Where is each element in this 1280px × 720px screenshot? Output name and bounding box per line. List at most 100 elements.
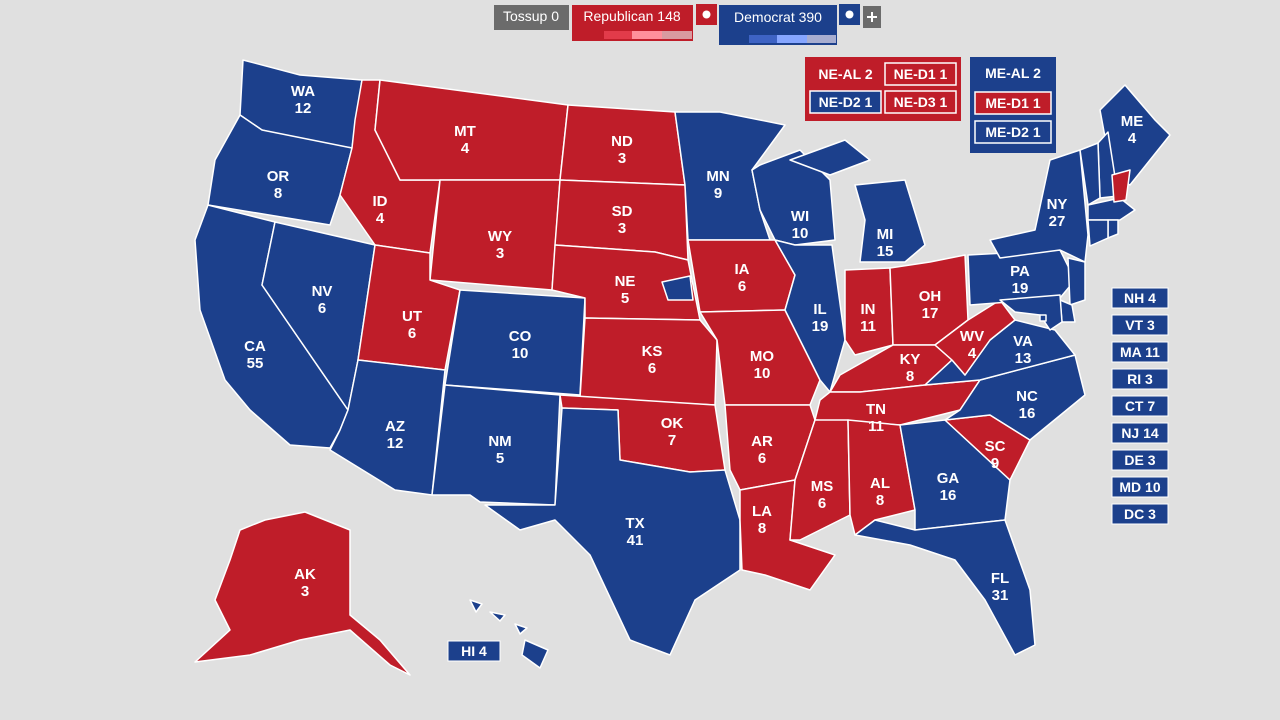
lean-bar xyxy=(604,31,632,39)
state-shape xyxy=(1087,219,1109,247)
district-shape xyxy=(661,275,694,301)
state-label: WA 12 xyxy=(291,83,315,117)
state-shape xyxy=(484,407,741,656)
state-label: WV 4 xyxy=(960,328,984,362)
state-label: AZ 12 xyxy=(385,418,405,452)
district-box[interactable] xyxy=(884,62,957,86)
state-shape xyxy=(514,623,528,635)
state-box[interactable] xyxy=(447,640,501,662)
state-box[interactable] xyxy=(1111,503,1169,525)
state-box-label: CT 7 xyxy=(1125,398,1156,414)
gear-icon xyxy=(845,10,854,19)
state-label: NM 5 xyxy=(488,433,511,467)
state-label: MT 4 xyxy=(454,123,476,157)
state-votes: 6 xyxy=(818,495,826,512)
state-label: MN 9 xyxy=(706,168,729,202)
state-abbr: CT xyxy=(1125,398,1144,414)
state-abbr: MA xyxy=(1120,344,1142,360)
state-votes: 4 xyxy=(968,345,977,362)
state-label: NC 16 xyxy=(1016,388,1038,422)
state-box[interactable] xyxy=(1111,476,1169,498)
district-votes: 1 xyxy=(865,94,873,110)
state-abbr: AK xyxy=(294,566,316,583)
state-label: CO 10 xyxy=(509,328,532,362)
state-shape xyxy=(489,611,506,622)
state-abbr: IL xyxy=(813,301,826,318)
district-box[interactable] xyxy=(974,120,1052,144)
state-label: OK 7 xyxy=(661,415,684,449)
state-abbr: NC xyxy=(1016,388,1038,405)
state-abbr: WI xyxy=(791,208,809,225)
state-abbr: RI xyxy=(1127,371,1141,387)
state-abbr: HI xyxy=(461,643,475,659)
state-votes: 9 xyxy=(714,185,722,202)
state-votes: 3 xyxy=(618,220,626,237)
lean-bar xyxy=(749,35,777,43)
state-votes: 41 xyxy=(627,532,644,549)
state-abbr: MT xyxy=(454,123,476,140)
state-abbr: IA xyxy=(735,261,750,278)
state-label: MO 10 xyxy=(750,348,774,382)
state-votes: 4 xyxy=(376,210,385,227)
state-box[interactable] xyxy=(1111,422,1169,444)
state-label: SC 9 xyxy=(985,438,1006,472)
state-shape xyxy=(194,511,411,676)
state-votes: 4 xyxy=(1148,290,1156,306)
district-box[interactable] xyxy=(975,62,1051,84)
state-shape xyxy=(789,419,851,541)
state-votes: 5 xyxy=(621,290,629,307)
district-votes: 1 xyxy=(940,94,948,110)
state-label: ME 4 xyxy=(1121,113,1144,147)
state-votes: 11 xyxy=(868,418,884,435)
state-label: AK 3 xyxy=(294,566,316,600)
tossup-button[interactable] xyxy=(494,5,569,30)
democrat-label: Democrat xyxy=(734,9,795,25)
state-votes: 4 xyxy=(461,140,470,157)
state-shape xyxy=(207,114,353,226)
state-box-label: MD 10 xyxy=(1119,479,1160,495)
state-votes: 8 xyxy=(758,520,766,537)
district-name: ME-D1 xyxy=(985,95,1029,111)
district-label: NE-D1 1 xyxy=(894,66,948,82)
state-votes: 27 xyxy=(1049,213,1066,230)
state-box-label: DE 3 xyxy=(1124,452,1155,468)
republican-label: Republican xyxy=(583,8,653,24)
state-abbr: NY xyxy=(1047,196,1068,213)
state-label: LA 8 xyxy=(752,503,772,537)
state-label: VA 13 xyxy=(1013,333,1033,367)
state-box-label: DC 3 xyxy=(1124,506,1156,522)
state-votes: 14 xyxy=(1143,425,1159,441)
district-box[interactable] xyxy=(974,91,1052,115)
district-name: NE-D2 xyxy=(819,94,861,110)
district-box[interactable] xyxy=(810,63,881,85)
state-box[interactable] xyxy=(1111,395,1169,417)
state-abbr: WA xyxy=(291,83,315,100)
state-votes: 7 xyxy=(1147,398,1155,414)
state-votes: 11 xyxy=(860,318,876,335)
state-box-label: NH 4 xyxy=(1124,290,1156,306)
state-abbr: KY xyxy=(900,351,921,368)
district-votes: 1 xyxy=(1033,95,1041,111)
header: Tossup 0 Republican 148 Democrat 390 xyxy=(494,4,881,45)
state-shape xyxy=(989,149,1089,263)
state-shape xyxy=(1039,314,1047,322)
district-box[interactable] xyxy=(809,90,882,114)
state-box[interactable] xyxy=(1111,341,1169,363)
state-label: OR 8 xyxy=(267,168,290,202)
state-box[interactable] xyxy=(1111,449,1169,471)
state-label: OH 17 xyxy=(919,288,942,322)
district-label: ME-D2 1 xyxy=(985,124,1040,140)
state-abbr: LA xyxy=(752,503,772,520)
state-box[interactable] xyxy=(1111,314,1169,336)
state-label: WI 10 xyxy=(791,208,809,242)
district-box[interactable] xyxy=(884,90,957,114)
state-votes: 6 xyxy=(648,360,656,377)
state-box[interactable] xyxy=(1111,368,1169,390)
state-label: NE 5 xyxy=(615,273,636,307)
state-label: MI 15 xyxy=(877,226,894,260)
lean-bar xyxy=(662,31,692,39)
state-votes: 8 xyxy=(876,492,884,509)
state-votes: 7 xyxy=(668,432,676,449)
state-votes: 5 xyxy=(496,450,504,467)
state-box[interactable] xyxy=(1111,287,1169,309)
